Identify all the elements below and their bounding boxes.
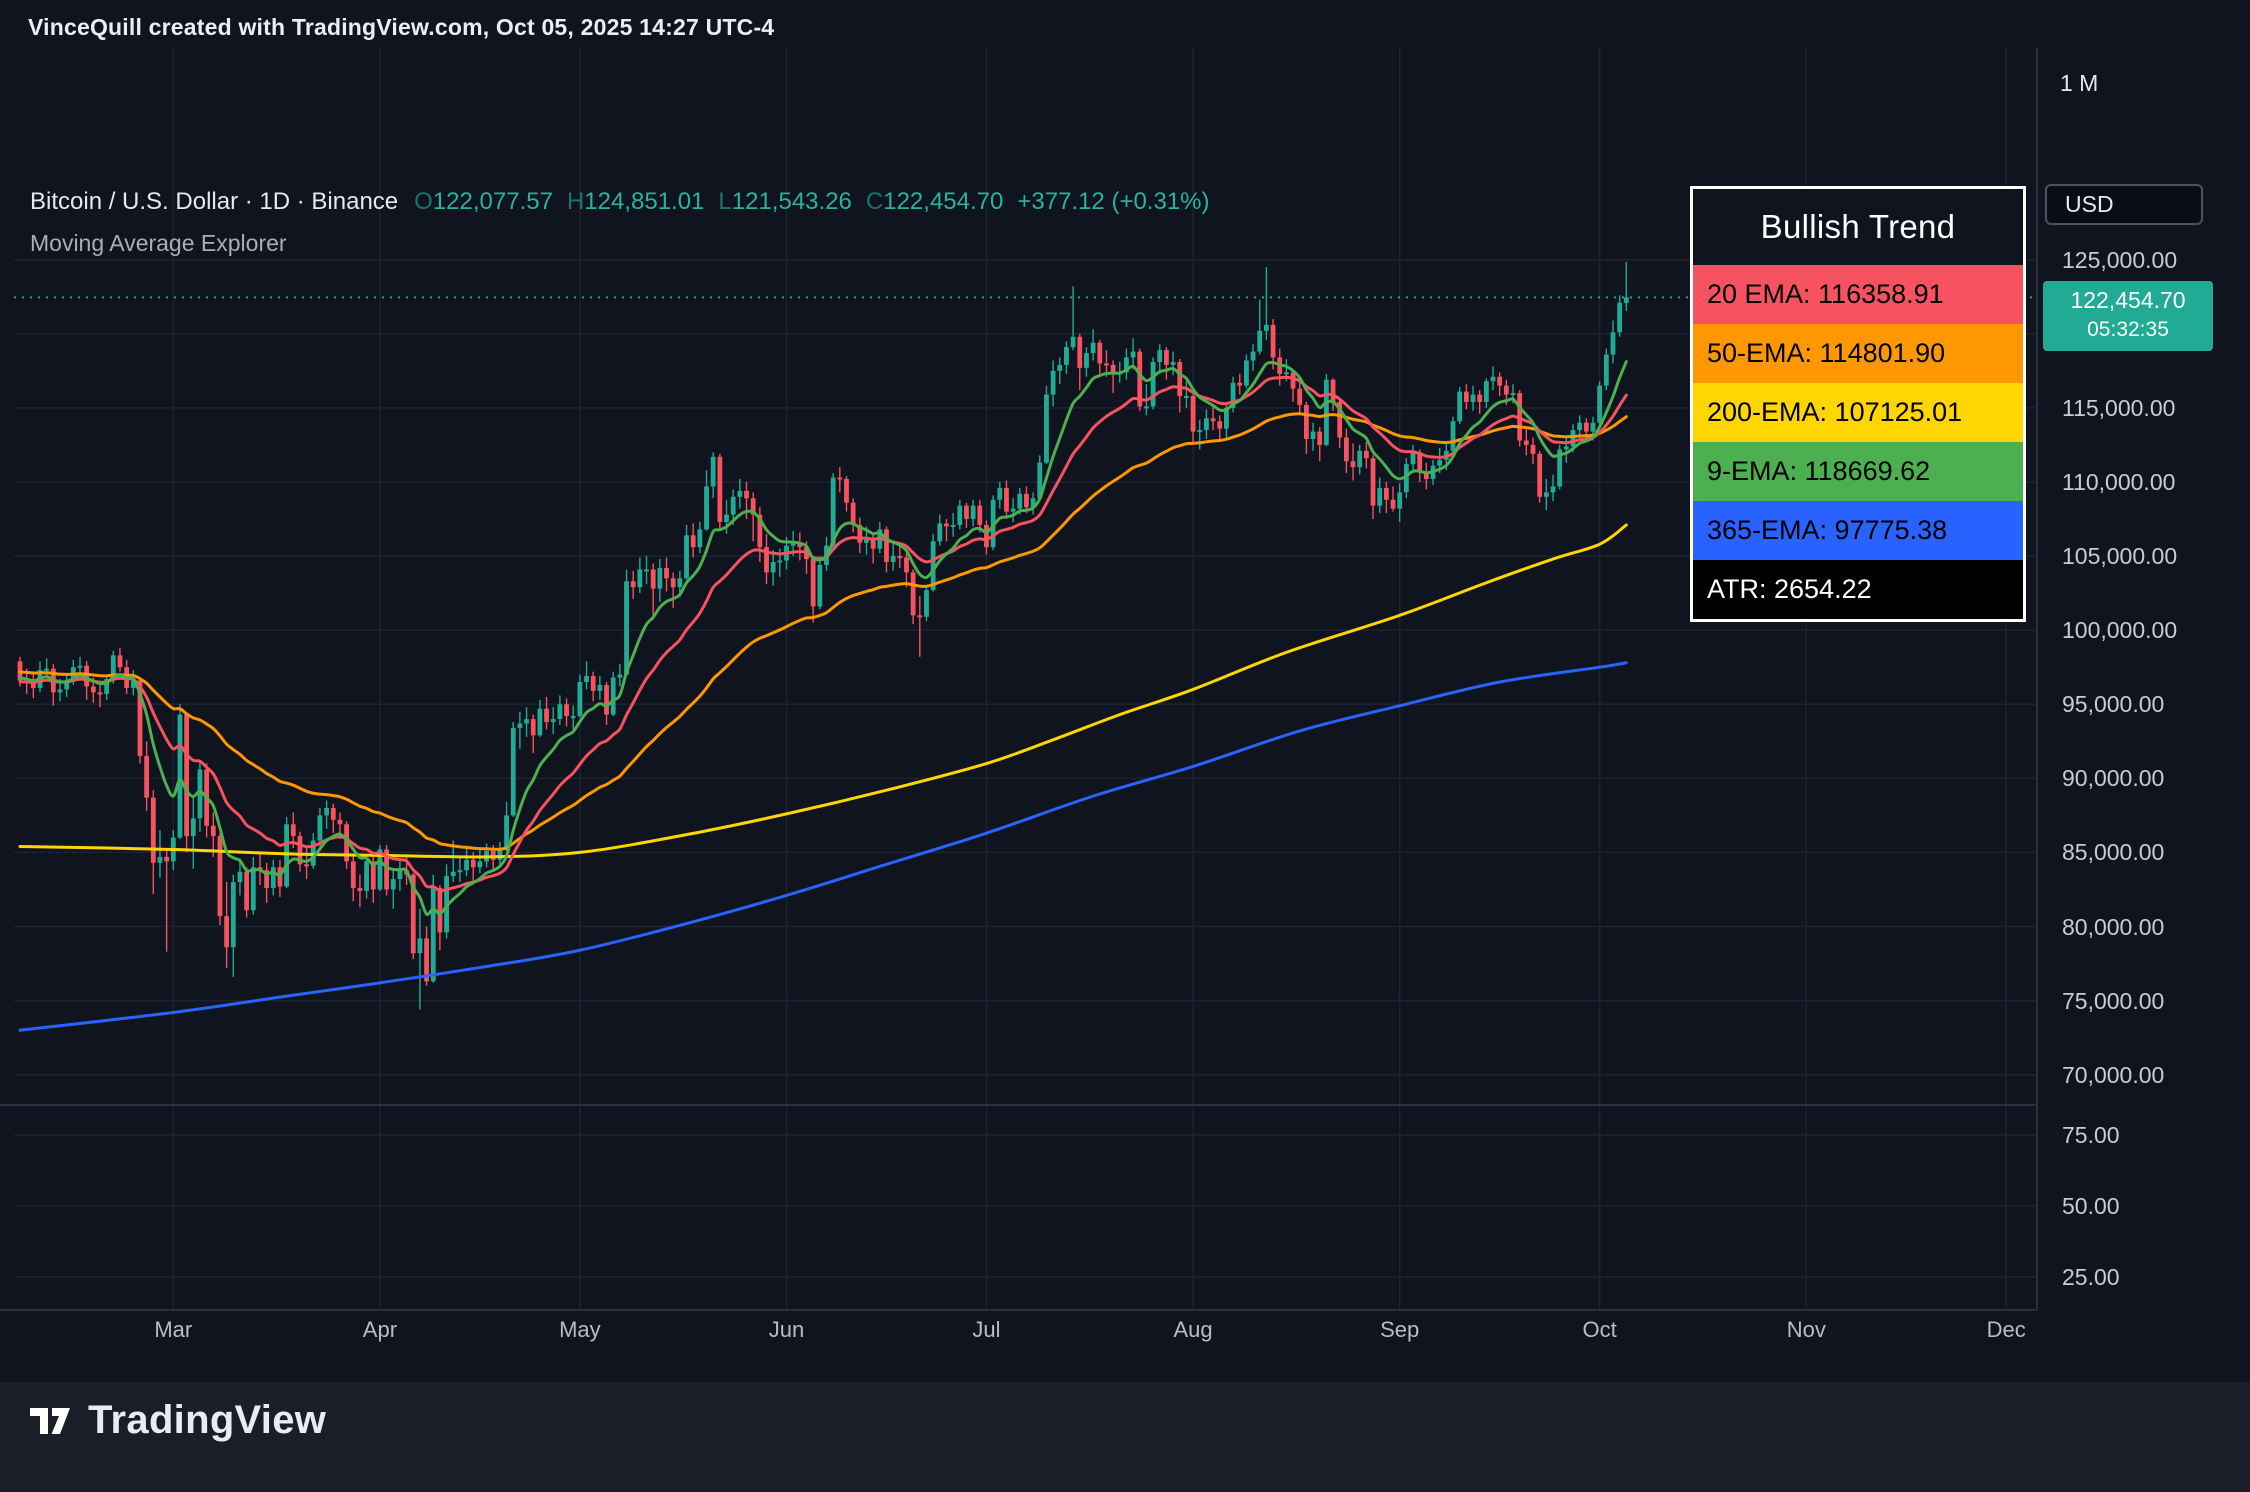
- low-value: 121,543.26: [731, 188, 852, 215]
- month-label: Sep: [1380, 1317, 1420, 1342]
- month-label: Dec: [1986, 1317, 2026, 1342]
- open-label: O: [414, 188, 433, 215]
- price-axis[interactable]: 1 M USD 122,454.70 05:32:35 125,000.00 11…: [2037, 48, 2250, 1310]
- price-label: 110,000.00: [2062, 468, 2176, 495]
- price-label: 90,000.00: [2062, 765, 2165, 792]
- legend-row-atr: ATR: 2654.22: [1693, 560, 2023, 619]
- indicator-title[interactable]: Moving Average Explorer: [30, 230, 287, 256]
- close-value: 122,454.70: [883, 188, 1004, 215]
- ohlc-values: O122,077.57 H124,851.01 L121,543.26 C122…: [414, 188, 1209, 216]
- last-price-value: 122,454.70: [2070, 287, 2186, 314]
- open-value: 122,077.57: [432, 188, 553, 215]
- legend-row-200ema: 200-EMA: 107125.01: [1693, 383, 2023, 442]
- sub-pane-label: 50.00: [2062, 1193, 2120, 1219]
- bar-countdown: 05:32:35: [2087, 318, 2169, 342]
- price-label: 115,000.00: [2062, 394, 2176, 421]
- price-label: 95,000.00: [2062, 691, 2165, 718]
- watermark: VinceQuill created with TradingView.com,…: [28, 14, 775, 40]
- last-price-badge: 122,454.70 05:32:35: [2043, 281, 2213, 351]
- month-label: Jul: [972, 1317, 1001, 1342]
- tradingview-logo[interactable]: TradingView: [26, 1396, 326, 1444]
- month-label: Jun: [768, 1317, 805, 1342]
- legend-row-365ema: 365-EMA: 97775.38: [1693, 501, 2023, 560]
- sub-pane-label: 75.00: [2062, 1122, 2120, 1148]
- legend-row-20ema: 20 EMA: 116358.91: [1693, 265, 2023, 324]
- tradingview-logo-icon: [30, 1408, 70, 1434]
- legend-row-50ema: 50-EMA: 114801.90: [1693, 324, 2023, 383]
- price-label: 80,000.00: [2062, 913, 2165, 940]
- currency-usd-button[interactable]: USD: [2045, 184, 2203, 225]
- time-axis[interactable]: Mar Apr May Jun Jul Aug Sep Oct Nov Dec: [0, 1310, 2037, 1356]
- price-label: 70,000.00: [2062, 1061, 2165, 1088]
- month-label: Oct: [1582, 1317, 1617, 1342]
- symbol-title[interactable]: Bitcoin / U.S. Dollar · 1D · Binance: [30, 188, 399, 215]
- close-label: C: [865, 188, 884, 215]
- price-label: 125,000.00: [2062, 246, 2178, 273]
- symbol-header: Bitcoin / U.S. Dollar · 1D · Binance O12…: [30, 188, 1210, 216]
- change-value: +377.12 (+0.31%): [1017, 188, 1210, 215]
- high-value: 124,851.01: [584, 188, 705, 215]
- month-label: May: [559, 1317, 601, 1342]
- price-label: 75,000.00: [2062, 987, 2165, 1014]
- month-label: Mar: [154, 1317, 193, 1342]
- price-label: 105,000.00: [2062, 543, 2178, 570]
- low-label: L: [718, 188, 732, 215]
- month-label: Apr: [362, 1317, 398, 1342]
- sub-pane-label: 25.00: [2062, 1264, 2120, 1290]
- price-label: 85,000.00: [2062, 839, 2165, 866]
- ema-legend-panel: Bullish Trend 20 EMA: 116358.91 50-EMA: …: [1690, 186, 2026, 622]
- trend-status-label: Bullish Trend: [1760, 208, 1956, 245]
- timeframe-watermark: 1 M: [2060, 70, 2099, 96]
- footer-bar: TradingView: [0, 1382, 2250, 1492]
- tradingview-wordmark: TradingView: [88, 1397, 327, 1442]
- high-label: H: [566, 188, 585, 215]
- month-label: Nov: [1786, 1317, 1826, 1342]
- legend-row-9ema: 9-EMA: 118669.62: [1693, 442, 2023, 501]
- month-label: Aug: [1173, 1317, 1213, 1342]
- price-label: 100,000.00: [2062, 617, 2178, 644]
